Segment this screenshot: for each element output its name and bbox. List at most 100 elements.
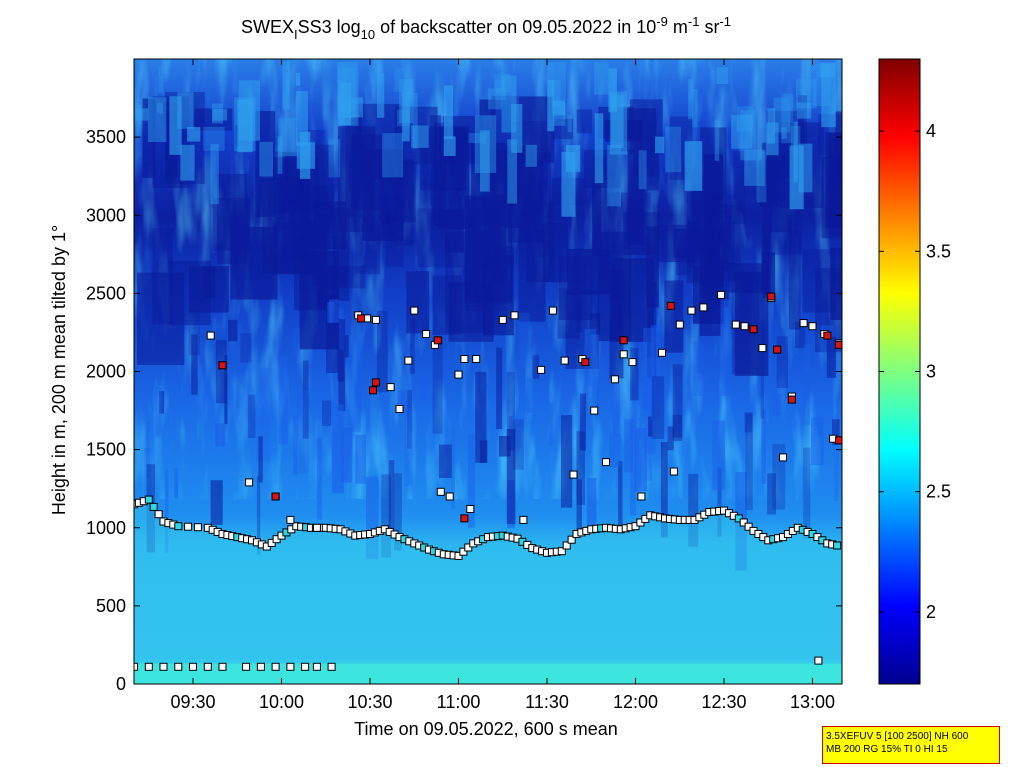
heatmap-cell [402,91,410,142]
heatmap-cell [612,381,621,437]
surface-marker [144,662,153,671]
heatmap-cell [355,215,381,275]
surface-marker [134,662,138,671]
bl-top-marker [149,502,158,511]
cloud-marker [519,515,528,524]
heatmap-cell [589,313,601,335]
heatmap-cell [733,151,746,225]
cloud-marker [460,355,469,363]
heatmap-cell [567,115,572,133]
red-marker [773,345,782,354]
heatmap-cell [734,271,769,376]
heatmap-cell [496,347,503,430]
heatmap-cell [412,92,418,149]
heatmap-cell [187,127,201,142]
heatmap-cell [495,79,506,100]
red-marker [666,301,675,310]
heatmap-cell [627,150,644,246]
cloud-marker [637,492,646,501]
y-tick-label: 2000 [86,362,126,382]
heatmap-cell [145,422,150,478]
bl-top-marker [562,541,571,550]
heatmap-cell [159,391,165,414]
heatmap-cell [788,229,801,330]
heatmap-cell [339,82,352,126]
red-marker [823,331,832,340]
heatmap-cell [359,340,364,369]
cloud-marker [799,319,808,328]
heatmap-cell [594,113,604,184]
heatmap-cell [643,327,655,411]
bl-top-marker [144,495,153,504]
heatmap-cell [340,427,353,483]
heatmap-cell [381,474,391,558]
bl-top-marker [174,522,183,531]
heatmap-cell [731,114,753,149]
heatmap-cell [147,97,167,142]
heatmap-cell [331,404,344,494]
detection-markers [134,290,842,671]
red-marker [371,378,380,387]
heatmap-cell [228,319,238,342]
y-tick-label: 500 [96,596,126,616]
heatmap-cell [338,319,346,412]
heatmap-cell [399,79,414,124]
cloud-marker [590,406,599,415]
heatmap-cell [830,247,842,321]
heatmap-cell [144,447,152,497]
heatmap-cell [445,209,464,253]
heatmap-cell [551,79,561,108]
cloud-marker [436,487,445,496]
heatmap-cell [825,132,842,228]
heatmap-cell [434,122,447,226]
heatmap-cell [191,334,198,395]
red-marker [835,340,842,349]
heatmap-cell [278,118,298,157]
heatmap-cell [232,323,243,378]
cloud-marker [454,370,463,379]
heatmap-cell [326,265,366,289]
surface-layer-band [134,663,842,684]
heatmap-cell [714,119,720,161]
heatmap-cell [493,73,511,92]
colorbar-tick-label: 2 [926,602,936,622]
y-tick-label: 3000 [86,205,126,225]
heatmap-cell [506,428,516,525]
red-marker [749,325,758,334]
cloud-marker [410,306,419,315]
heatmap-cell [326,294,339,373]
heatmap-cell [282,61,290,110]
heatmap-cell [650,325,661,421]
colorbar-tick-label: 3.5 [926,241,951,261]
heatmap-cell [258,436,263,483]
heatmap-cell [609,269,624,379]
heatmap-cell [576,479,582,533]
heatmap-cell [526,377,534,413]
heatmap-cell [525,144,537,167]
heatmap-cell [411,125,429,148]
cloud-marker [569,470,578,479]
heatmap-cell [606,192,651,255]
heatmap-cell [506,372,515,451]
heatmap-cell [438,444,452,478]
surface-marker [218,662,227,671]
heatmap-cell [644,393,653,481]
heatmap-cell [501,75,517,133]
heatmap-cell [377,73,385,118]
heatmap-cell [507,139,518,204]
cloud-marker [560,356,569,365]
heatmap-cell [803,447,811,539]
heatmap-cell [692,341,705,397]
colorbar-tick-label: 2.5 [926,482,951,502]
heatmap-cell [240,333,252,363]
heatmap-cell [686,228,709,284]
heatmap-cell [795,321,806,349]
heatmap-cell [165,469,169,553]
y-axis: 0 500 1000 1500 2000 2500 3000 3500 [86,127,842,694]
heatmap-cell [488,88,502,110]
cloud-marker [758,344,767,353]
heatmap-cell [234,97,256,152]
heatmap-cell [210,480,223,525]
heatmap-cell [586,477,597,527]
heatmap-cell [299,131,311,179]
